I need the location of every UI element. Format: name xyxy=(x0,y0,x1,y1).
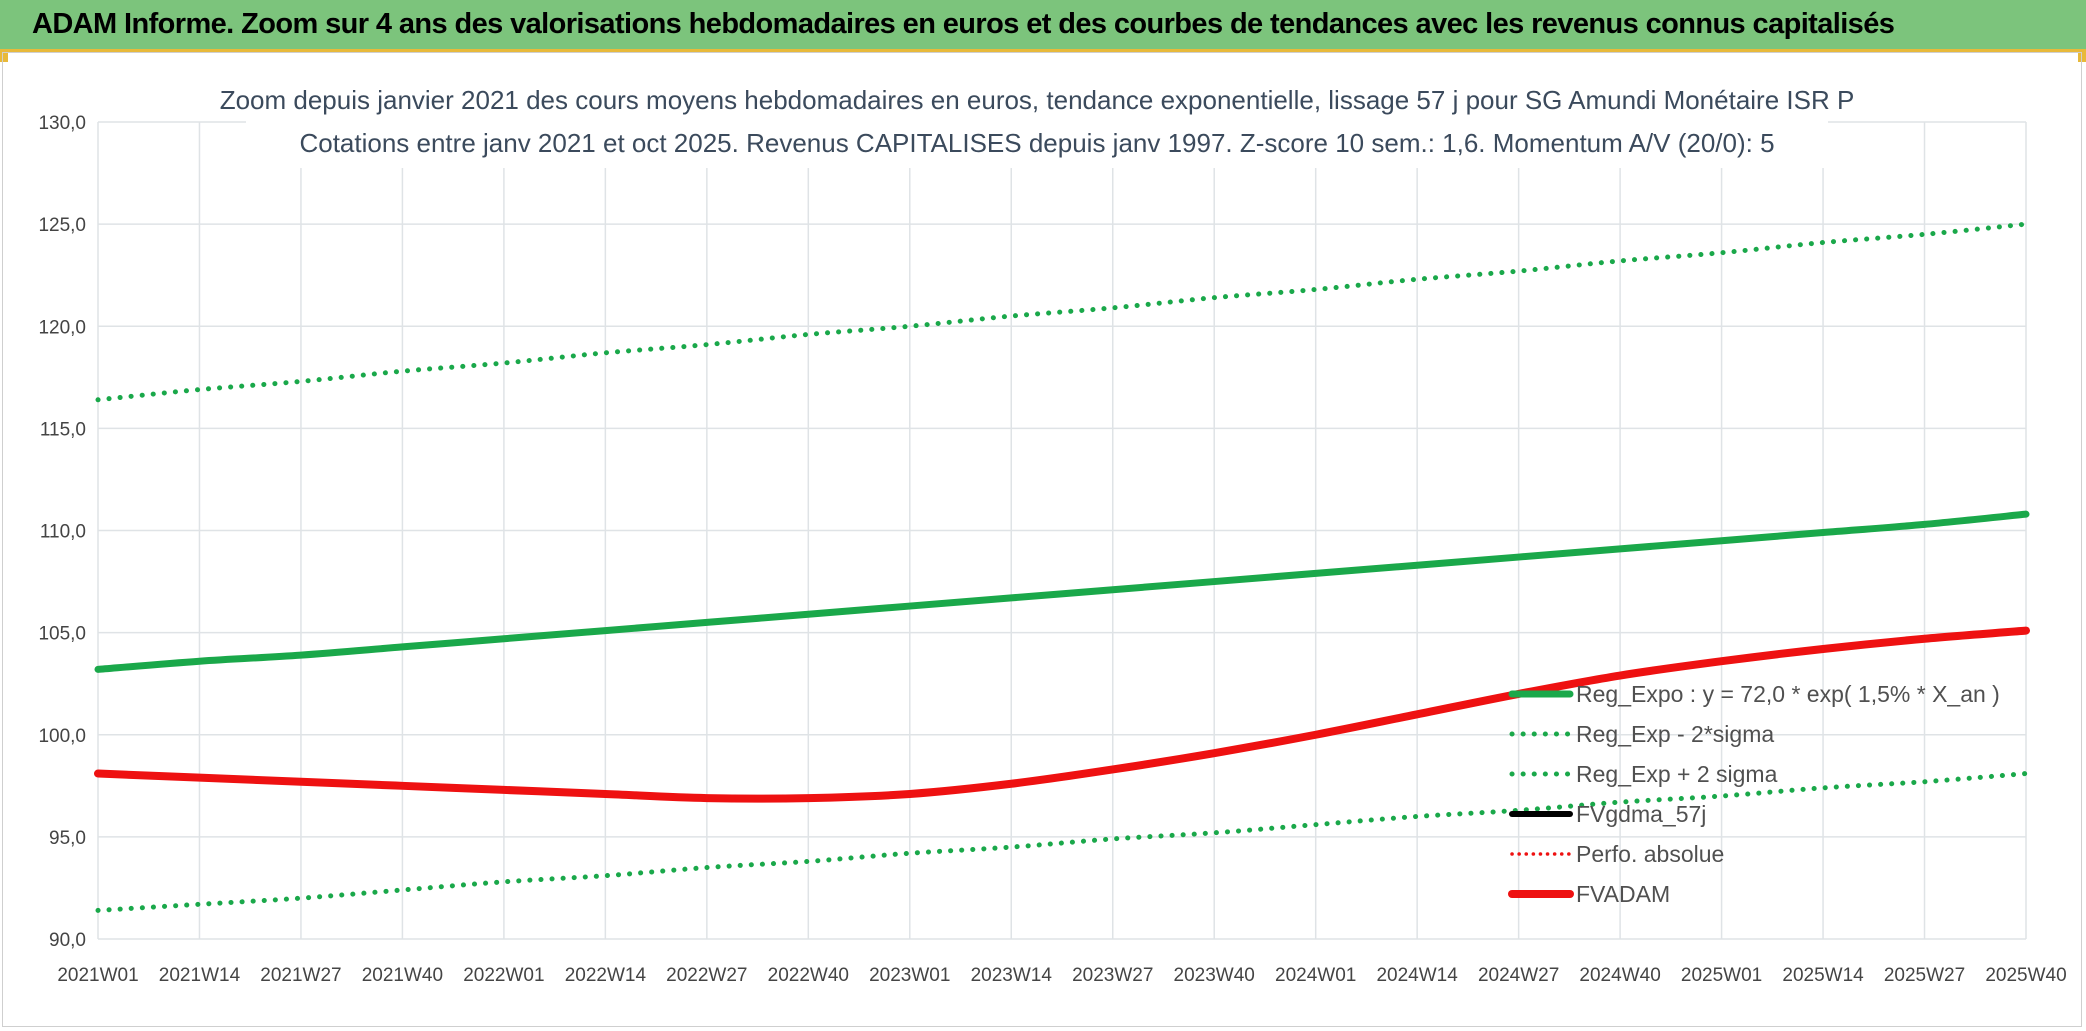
y-tick-label: 110,0 xyxy=(40,522,86,543)
x-tick-label: 2025W01 xyxy=(1681,965,1762,986)
chart-frame xyxy=(2,52,2082,1027)
series-line-dotted-green xyxy=(95,221,2029,403)
x-tick-label: 2024W14 xyxy=(1376,965,1458,986)
x-tick-label: 2024W27 xyxy=(1478,965,1559,986)
x-tick-label: 2022W40 xyxy=(768,965,849,986)
x-tick-label: 2024W40 xyxy=(1579,965,1660,986)
legend-label: Reg_Expo : y = 72,0 * exp( 1,5% * X_an ) xyxy=(1576,681,2000,707)
y-tick-label: 100,0 xyxy=(38,726,86,747)
x-tick-label: 2022W27 xyxy=(666,965,747,986)
legend-label: FVgdma_57j xyxy=(1576,801,1706,827)
grid-layer xyxy=(97,121,2027,940)
y-tick-label: 125,0 xyxy=(38,215,86,236)
y-tick-label: 90,0 xyxy=(49,930,86,951)
corner-accent-left xyxy=(0,52,8,62)
x-tick-label: 2024W01 xyxy=(1275,965,1356,986)
title-background xyxy=(246,86,1828,168)
x-tick-label: 2023W14 xyxy=(971,965,1053,986)
chart-subtitle: Cotations entre janv 2021 et oct 2025. R… xyxy=(299,128,1774,158)
y-tick-label: 130,0 xyxy=(38,113,86,134)
x-tick-label: 2023W27 xyxy=(1072,965,1153,986)
x-tick-label: 2021W27 xyxy=(260,965,341,986)
y-tick-label: 120,0 xyxy=(38,317,86,338)
y-tick-label: 105,0 xyxy=(38,624,86,645)
x-tick-label: 2025W40 xyxy=(1985,965,2066,986)
corner-accent-right xyxy=(2078,52,2086,62)
legend: Reg_Expo : y = 72,0 * exp( 1,5% * X_an )… xyxy=(1508,681,2000,907)
y-tick-label: 115,0 xyxy=(40,419,86,440)
series-line-solid-red xyxy=(94,626,2030,803)
series-line-solid-green xyxy=(94,510,2030,673)
x-tick-label: 2025W27 xyxy=(1884,965,1965,986)
x-tick-label: 2022W14 xyxy=(565,965,647,986)
y-tick-label: 95,0 xyxy=(49,828,86,849)
legend-label: Reg_Exp + 2 sigma xyxy=(1576,761,1778,787)
legend-label: Perfo. absolue xyxy=(1576,841,1724,867)
x-tick-label: 2023W01 xyxy=(869,965,950,986)
x-tick-label: 2021W14 xyxy=(159,965,241,986)
legend-label: FVADAM xyxy=(1576,881,1670,907)
x-tick-label: 2021W40 xyxy=(362,965,443,986)
x-tick-label: 2023W40 xyxy=(1174,965,1255,986)
x-tick-label: 2021W01 xyxy=(57,965,138,986)
x-tick-label: 2022W01 xyxy=(463,965,544,986)
axis-layer: 90,0 95,0 100,0 105,0 110,0 115,0 120,0 125,0 13… xyxy=(38,113,2066,986)
series-layer xyxy=(94,221,2030,913)
page-title: ADAM Informe. Zoom sur 4 ans des valoris… xyxy=(32,8,1895,40)
header-bar: ADAM Informe. Zoom sur 4 ans des valoris… xyxy=(0,0,2086,52)
series-line-dotted-green xyxy=(95,771,2029,913)
x-tick-label: 2025W14 xyxy=(1782,965,1864,986)
chart-title: Zoom depuis janvier 2021 des cours moyen… xyxy=(220,85,1855,115)
legend-label: Reg_Exp - 2*sigma xyxy=(1576,721,1774,747)
